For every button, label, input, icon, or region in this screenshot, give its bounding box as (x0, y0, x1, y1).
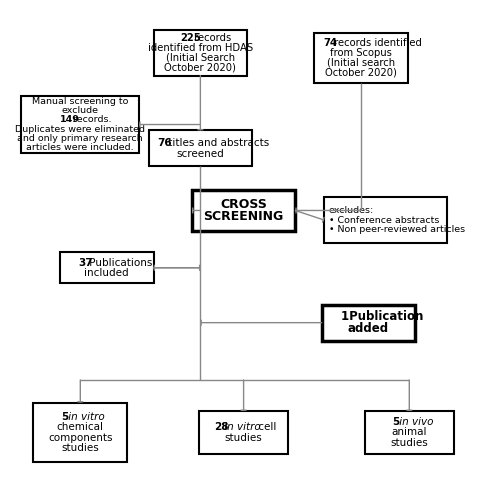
Text: records.: records. (70, 115, 112, 125)
Text: studies: studies (390, 438, 428, 448)
Text: studies: studies (62, 443, 99, 453)
Text: 76: 76 (158, 138, 172, 148)
Bar (154, 30, 247, 75)
Text: from Scopus: from Scopus (330, 48, 392, 58)
Text: (Initial search: (Initial search (327, 57, 396, 68)
Text: 149: 149 (60, 115, 80, 125)
Bar (60, 252, 154, 283)
Text: titles and abstracts: titles and abstracts (165, 138, 269, 148)
Text: (Initial Search: (Initial Search (166, 53, 235, 63)
Text: 5: 5 (392, 417, 400, 427)
Text: • Non peer-reviewed articles: • Non peer-reviewed articles (329, 225, 465, 234)
Text: Manual screening to: Manual screening to (32, 97, 128, 106)
Text: October 2020): October 2020) (326, 68, 397, 77)
Text: Publications: Publications (86, 257, 152, 268)
Text: exclude: exclude (62, 106, 99, 115)
Bar (199, 411, 288, 454)
Text: 1: 1 (341, 311, 349, 323)
Text: added: added (348, 322, 389, 335)
Text: in vivo: in vivo (396, 417, 434, 427)
Text: 28: 28 (214, 422, 228, 432)
Text: Duplicates were eliminated: Duplicates were eliminated (16, 125, 146, 134)
Bar (148, 130, 252, 166)
Text: 5: 5 (62, 412, 69, 422)
Text: records identified: records identified (330, 38, 422, 48)
Text: • Conference abstracts: • Conference abstracts (329, 215, 439, 225)
Text: components: components (48, 433, 112, 442)
Bar (22, 96, 139, 153)
Bar (324, 198, 446, 242)
Text: 74: 74 (324, 38, 338, 48)
Bar (192, 190, 295, 231)
Bar (365, 411, 454, 454)
Text: in vitro: in vitro (66, 412, 105, 422)
Text: in vitro: in vitro (221, 422, 261, 432)
Text: articles were included.: articles were included. (26, 143, 134, 152)
Bar (314, 33, 408, 83)
Text: included: included (84, 268, 129, 278)
Text: screened: screened (176, 148, 224, 158)
Text: 37: 37 (78, 257, 93, 268)
Text: Publication: Publication (345, 311, 424, 323)
Text: CROSS: CROSS (220, 198, 267, 211)
Text: and only primary research: and only primary research (18, 134, 143, 143)
Bar (322, 305, 416, 341)
Text: SCREENING: SCREENING (204, 210, 284, 223)
Text: October 2020): October 2020) (164, 63, 236, 72)
Text: excludes:: excludes: (329, 206, 374, 215)
Bar (34, 403, 127, 462)
Text: 225: 225 (180, 33, 202, 43)
Text: cell: cell (255, 422, 276, 432)
Text: records: records (192, 33, 232, 43)
Text: animal: animal (392, 427, 427, 438)
Text: studies: studies (224, 433, 262, 442)
Text: chemical: chemical (57, 422, 104, 432)
Text: identified from HDAS: identified from HDAS (148, 43, 253, 53)
